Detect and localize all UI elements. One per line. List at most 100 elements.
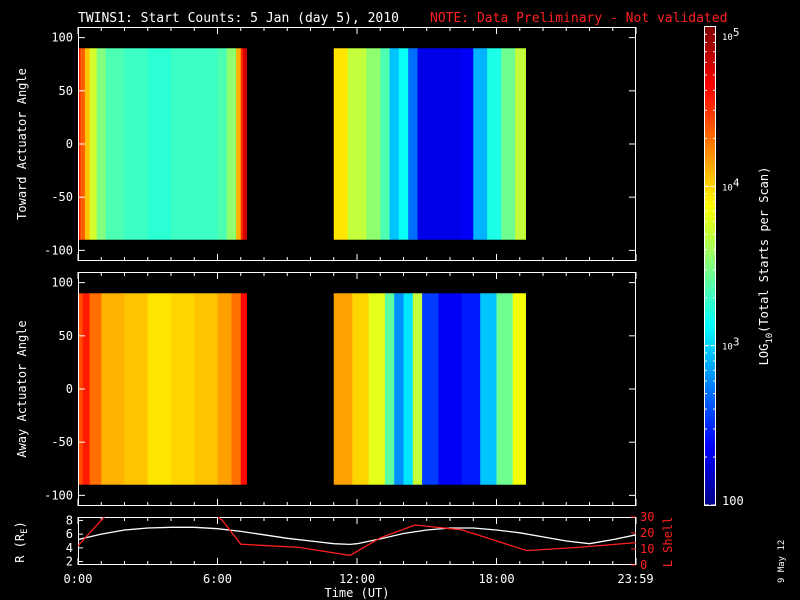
toward-ytick-label-50: 50 xyxy=(59,84,73,98)
colorbar-ticks: 103 104 105 xyxy=(705,26,740,506)
preliminary-note: NOTE: Data Preliminary - Not validated xyxy=(430,11,727,26)
orbit-lshell-line xyxy=(78,517,636,557)
panel-orbit-lines xyxy=(78,517,636,557)
date-stamp: 9 May 12 xyxy=(777,540,787,583)
away-ytick-label-50: 50 xyxy=(59,329,73,343)
toward-cell-0-6 xyxy=(124,48,149,240)
toward-cell-0-2 xyxy=(84,48,91,240)
away-cell-1-9 xyxy=(461,293,481,485)
panel-away: -100 -50 0 50 100 Away Actuator Angle xyxy=(15,272,637,506)
orbit-rtick-label-0: 0 xyxy=(640,558,647,572)
away-cell-0-8 xyxy=(217,293,232,485)
colorbar-tick-label-100000: 105 xyxy=(722,26,739,43)
away-ytick-label-0: 0 xyxy=(66,382,73,396)
colorbar-tick-label-1000: 103 xyxy=(722,336,739,353)
time-tick-label-0: 0:00 xyxy=(64,572,93,586)
orbit-left-axis-label: R (RE) xyxy=(13,521,30,563)
colorbar-tick-100: 100 xyxy=(722,494,744,508)
toward-cell-0-5 xyxy=(105,48,125,240)
toward-ytick-label-0: 0 xyxy=(66,137,73,151)
away-cell-0-6 xyxy=(171,293,195,485)
away-cell-0-5 xyxy=(147,293,172,485)
toward-cell-0-13 xyxy=(240,48,244,240)
away-cell-0-4 xyxy=(124,293,149,485)
toward-cell-1-11 xyxy=(487,48,502,240)
toward-cell-0-10 xyxy=(217,48,228,240)
toward-ytick-label--50: -50 xyxy=(51,190,73,204)
orbit-ltick-label-2: 2 xyxy=(66,555,73,569)
colorbar-frame xyxy=(704,26,716,506)
orbit-rtick-label-30: 30 xyxy=(640,510,654,524)
time-tick-label-4: 23:59 xyxy=(618,572,654,586)
toward-cell-0-14 xyxy=(243,48,247,240)
away-cell-1-12 xyxy=(512,293,526,485)
time-axis-label: Time (UT) xyxy=(324,586,389,600)
toward-ytick-label--100: -100 xyxy=(44,243,73,257)
colorbar: 103 104 105 100 LOG10(Total Starts per Sca… xyxy=(704,26,775,508)
toward-cell-1-4 xyxy=(389,48,400,240)
toward-cell-0-4 xyxy=(96,48,107,240)
orbit-rtick-label-10: 10 xyxy=(640,542,654,556)
away-cell-1-3 xyxy=(384,293,395,485)
toward-cell-0-12 xyxy=(236,48,242,240)
orbit-right-axis-label: L Shell xyxy=(661,517,675,568)
panel-toward-ylabel: Toward Actuator Angle xyxy=(15,68,29,220)
panel-toward-heatmap xyxy=(78,48,526,240)
away-ytick-label-100: 100 xyxy=(51,276,73,290)
toward-cell-1-1 xyxy=(347,48,367,240)
colorbar-title: LOG10(Total Starts per Scan) xyxy=(757,167,775,366)
toward-cell-0-9 xyxy=(194,48,218,240)
away-cell-1-2 xyxy=(368,293,386,485)
orbit-ltick-label-4: 4 xyxy=(66,541,73,555)
toward-cell-1-13 xyxy=(515,48,526,240)
away-cell-1-4 xyxy=(394,293,404,485)
toward-cell-1-7 xyxy=(417,48,439,240)
figure-title: TWINS1: Start Counts: 5 Jan (day 5), 201… xyxy=(78,11,399,26)
orbit-radius-line xyxy=(78,526,636,546)
away-ytick-label--50: -50 xyxy=(51,435,73,449)
away-ytick-label--100: -100 xyxy=(44,488,73,502)
panel-away-ylabel: Away Actuator Angle xyxy=(15,320,29,457)
away-cell-1-5 xyxy=(403,293,414,485)
time-tick-label-3: 18:00 xyxy=(478,572,514,586)
orbit-rtick-label-20: 20 xyxy=(640,526,654,540)
away-cell-0-3 xyxy=(101,293,125,485)
away-cell-1-8 xyxy=(438,293,463,485)
time-tick-label-2: 12:00 xyxy=(339,572,375,586)
toward-cell-1-2 xyxy=(366,48,381,240)
away-cell-1-0 xyxy=(333,293,353,485)
away-cell-1-11 xyxy=(496,293,514,485)
away-cell-0-9 xyxy=(231,293,242,485)
toward-cell-0-8 xyxy=(171,48,195,240)
toward-cell-1-10 xyxy=(473,48,488,240)
toward-cell-1-9 xyxy=(461,48,474,240)
colorbar-gradient xyxy=(705,27,715,505)
away-cell-1-6 xyxy=(412,293,423,485)
away-cell-1-7 xyxy=(422,293,439,485)
time-tick-label-1: 6:00 xyxy=(203,572,232,586)
away-cell-1-1 xyxy=(352,293,370,485)
toward-cell-1-3 xyxy=(380,48,390,240)
toward-cell-0-11 xyxy=(226,48,237,240)
orbit-ltick-label-8: 8 xyxy=(66,513,73,527)
panel-away-axes: -100 -50 0 50 100 xyxy=(44,272,637,506)
panel-toward-axes: -100 -50 0 50 100 xyxy=(44,27,637,261)
toward-cell-0-7 xyxy=(147,48,172,240)
toward-ytick-label-100: 100 xyxy=(51,31,73,45)
orbit-ltick-label-6: 6 xyxy=(66,527,73,541)
away-cell-0-1 xyxy=(82,293,91,485)
away-cell-0-10 xyxy=(240,293,247,485)
panel-toward: -100 -50 0 50 100 Toward Actuator Angle xyxy=(15,27,637,261)
orbit-frame xyxy=(78,517,636,565)
toward-cell-1-8 xyxy=(438,48,463,240)
away-cell-1-10 xyxy=(480,293,497,485)
toward-cell-1-5 xyxy=(398,48,409,240)
toward-cell-1-6 xyxy=(408,48,418,240)
away-cell-0-7 xyxy=(194,293,218,485)
toward-cell-1-12 xyxy=(501,48,516,240)
toward-cell-0-3 xyxy=(89,48,97,240)
toward-cell-1-0 xyxy=(333,48,349,240)
